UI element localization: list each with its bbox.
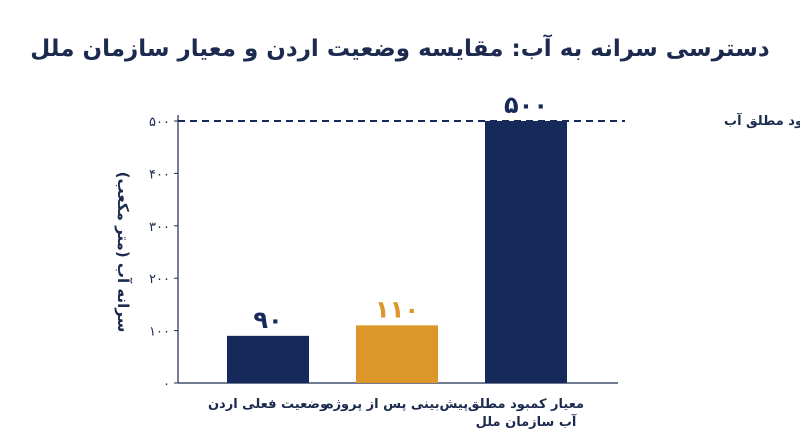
bars	[227, 121, 567, 383]
data-label: ۵۰۰	[504, 91, 548, 119]
y-tick-label: ۵۰۰	[149, 115, 170, 130]
y-tick-label: ۳۰۰	[149, 220, 170, 235]
y-tick-label: ۰	[163, 377, 170, 392]
chart-title: دسترسی سرانه به آب: مقایسه وضعیت اردن و …	[30, 36, 770, 62]
bar	[485, 121, 567, 383]
x-category-label: وضعیت فعلی اردن	[208, 397, 328, 412]
y-tick-label: ۲۰۰	[149, 272, 170, 287]
data-label: ۱۱۰	[375, 295, 419, 323]
bar	[227, 335, 309, 383]
data-label: ۹۰	[253, 306, 282, 334]
reference-line-label: کمبود مطلق آب	[724, 112, 800, 129]
y-tick-label: ۱۰۰	[149, 325, 170, 340]
bar	[356, 325, 438, 383]
y-tick-label: ۴۰۰	[149, 167, 170, 182]
labels: ۹۰ وضعیت فعلی اردن ۱۱۰ پیش‌بینی پس از پروژه…	[208, 91, 584, 430]
x-category-label: پیش‌بینی پس از پروژه	[326, 397, 468, 412]
x-category-label: آب سازمان ملل	[476, 413, 577, 430]
x-category-label: معیار کمبود مطلق	[468, 397, 584, 412]
y-axis-label: سرانه آب (متر مکعب)	[114, 172, 132, 333]
